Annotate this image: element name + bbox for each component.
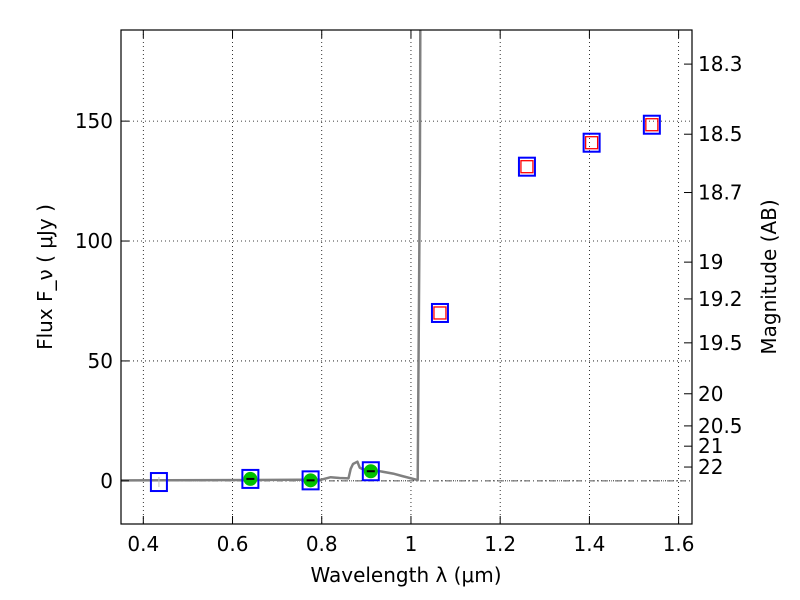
x-axis-label: Wavelength λ (μm) (310, 563, 501, 587)
y2-tick-label: 19.5 (698, 331, 743, 355)
model-square-point (433, 306, 447, 320)
y-tick-label: 50 (88, 349, 113, 373)
y-tick-label: 100 (75, 229, 113, 253)
x-tick-label: 1.4 (573, 532, 605, 556)
x-tick-label: 0.4 (127, 532, 159, 556)
y-axis-label: Flux F_ν ( μJy ) (33, 204, 57, 350)
x-tick-label: 1.6 (663, 532, 695, 556)
y-tick-label: 150 (75, 109, 113, 133)
observed-square-point (582, 132, 601, 153)
y2-tick-label: 21 (698, 434, 723, 458)
y2-axis-label: Magnitude (AB) (757, 199, 781, 354)
y2-tick-label: 18.3 (698, 52, 743, 76)
observed-square-point (430, 302, 449, 323)
x-tick-label: 1.2 (484, 532, 516, 556)
model-square-point (520, 160, 534, 174)
y2-tick-label: 20 (698, 382, 723, 406)
observed-square-point (149, 472, 168, 493)
plot-frame (120, 29, 693, 525)
observed-square-point (301, 470, 320, 491)
observed-square-point (361, 461, 380, 482)
y-tick-label: 0 (100, 469, 113, 493)
x-tick-label: 0.8 (306, 532, 338, 556)
y2-tick-label: 22 (698, 455, 723, 479)
y2-tick-label: 19 (698, 250, 723, 274)
ticks: 0.4 0.6 0.8 1 1.2 1.4 1.6 0 50 100 150 18.3 18.5 18.7… (75, 30, 743, 556)
model-square-point (584, 136, 599, 150)
plot-area (120, 29, 692, 493)
model-spectrum-line (120, 29, 422, 482)
grid (121, 30, 692, 524)
y2-tick-label: 19.2 (698, 287, 743, 311)
x-tick-label: 1 (405, 532, 418, 556)
y2-tick-label: 18.7 (698, 181, 743, 205)
x-tick-label: 0.6 (217, 532, 249, 556)
y2-tick-label: 20.5 (698, 414, 743, 438)
model-square-point (645, 118, 659, 132)
observed-square-point (517, 156, 536, 177)
observed-square-point (241, 468, 260, 489)
observed-square-point (642, 114, 661, 135)
y2-tick-label: 18.5 (698, 122, 743, 146)
